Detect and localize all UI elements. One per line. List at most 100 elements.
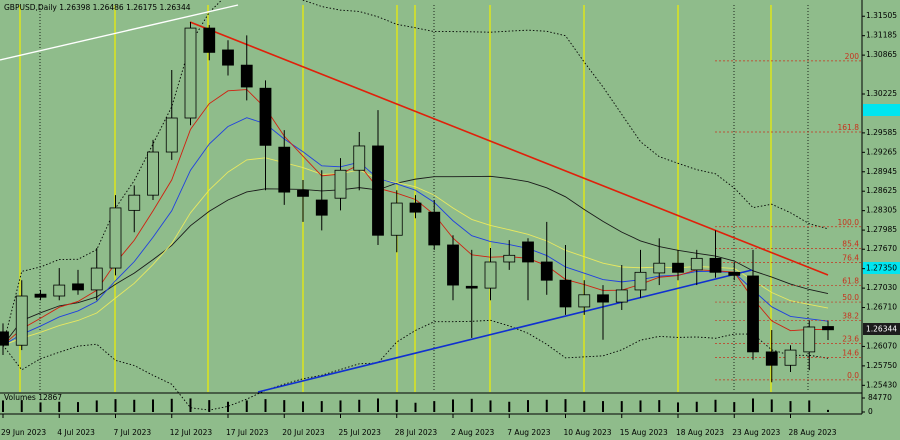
volume-bar bbox=[564, 399, 567, 412]
volume-bar bbox=[733, 402, 736, 412]
candle-body bbox=[522, 241, 534, 263]
y-tick-label: 1.29265 bbox=[866, 147, 897, 156]
y-tick-label: 1.31185 bbox=[866, 31, 897, 40]
candle-body bbox=[34, 293, 47, 298]
candle-body bbox=[203, 27, 216, 53]
moving-average bbox=[2, 157, 829, 346]
volume-bar bbox=[620, 401, 623, 412]
volume-last: 12867 bbox=[38, 393, 62, 402]
volume-bar bbox=[264, 399, 267, 412]
y-tick-label: 1.25430 bbox=[866, 380, 897, 389]
y-tick-label: 1.25750 bbox=[866, 361, 897, 370]
volume-bar bbox=[808, 400, 811, 412]
volume-bar bbox=[133, 399, 136, 412]
candle-body bbox=[822, 326, 834, 331]
x-tick-label: 28 Aug 2023 bbox=[789, 428, 837, 437]
volume-bar bbox=[789, 401, 792, 412]
candle-body bbox=[72, 283, 84, 291]
candle-body bbox=[690, 257, 703, 271]
volume-bar bbox=[358, 399, 361, 412]
volume-bar bbox=[714, 399, 717, 412]
volume-tick-label: 84770 bbox=[868, 393, 892, 402]
candle-body bbox=[428, 211, 441, 246]
moving-average bbox=[2, 175, 829, 346]
low: 1.26175 bbox=[126, 3, 157, 12]
x-tick-label: 18 Aug 2023 bbox=[676, 428, 724, 437]
volume-bar bbox=[527, 400, 529, 412]
fib-label: 61.8 bbox=[842, 277, 859, 286]
y-tick-label: 1.26710 bbox=[866, 303, 897, 312]
volume-bar bbox=[658, 400, 661, 412]
candle-body bbox=[372, 145, 384, 236]
candle-body bbox=[465, 285, 478, 289]
x-tick-label: 28 Jul 2023 bbox=[395, 428, 438, 437]
volume-bar bbox=[677, 402, 679, 412]
volume-bar bbox=[583, 400, 586, 412]
support-trendline bbox=[257, 269, 753, 393]
volume-bar bbox=[770, 399, 773, 412]
y-tick-label: 1.30865 bbox=[866, 50, 897, 59]
volume-title: Volumes 12867 bbox=[4, 393, 62, 402]
candle-body bbox=[503, 254, 516, 263]
x-tick-label: 17 Jul 2023 bbox=[226, 428, 269, 437]
moving-average bbox=[2, 117, 829, 346]
fib-label: 14.6 bbox=[842, 348, 859, 357]
marker-box bbox=[863, 104, 900, 116]
high: 1.26486 bbox=[93, 3, 124, 12]
volume-bar bbox=[114, 399, 117, 412]
candle-body bbox=[784, 349, 797, 366]
volume-bar bbox=[39, 402, 42, 412]
bollinger-upper bbox=[2, 0, 829, 346]
fib-label: 50.0 bbox=[842, 293, 859, 302]
x-tick-label: 10 Aug 2023 bbox=[564, 428, 612, 437]
x-tick-label: 7 Aug 2023 bbox=[507, 428, 550, 437]
volume-bar bbox=[245, 400, 248, 412]
y-tick-label: 1.30225 bbox=[866, 89, 897, 98]
volume-bar bbox=[170, 398, 173, 412]
x-tick-label: 12 Jul 2023 bbox=[170, 428, 213, 437]
volume-bar bbox=[208, 400, 211, 412]
fib-label: 76.4 bbox=[842, 254, 859, 263]
volume-bar bbox=[414, 402, 417, 412]
candle-body bbox=[278, 146, 291, 193]
candle-body bbox=[53, 284, 66, 297]
volume-bar bbox=[545, 399, 548, 412]
candle-body bbox=[578, 294, 591, 308]
x-tick-label: 20 Jul 2023 bbox=[282, 428, 325, 437]
bollinger-lower bbox=[2, 319, 829, 411]
volume-bar bbox=[77, 402, 79, 412]
y-tick-label: 1.27350 bbox=[866, 264, 897, 273]
fib-label: 38.2 bbox=[842, 311, 859, 320]
candle-body bbox=[653, 262, 666, 274]
candle-body bbox=[0, 331, 9, 346]
fib-label: 85.4 bbox=[842, 240, 859, 249]
fib-label: 0.0 bbox=[847, 371, 859, 380]
volume-bar bbox=[283, 400, 286, 412]
close: 1.26344 bbox=[159, 3, 190, 12]
marker-box bbox=[863, 262, 900, 274]
candle-body bbox=[90, 267, 103, 291]
candle-body bbox=[615, 289, 628, 303]
y-tick-label: 1.26070 bbox=[866, 341, 897, 350]
price-box bbox=[863, 323, 900, 335]
channel-line bbox=[0, 4, 239, 61]
candle-body bbox=[747, 275, 759, 353]
candle-body bbox=[709, 257, 722, 273]
candle-body bbox=[559, 279, 572, 308]
volume-bar bbox=[470, 398, 473, 412]
volume-bar bbox=[339, 400, 342, 412]
volume-bar bbox=[2, 400, 4, 412]
volume-bar bbox=[508, 401, 511, 412]
candle-body bbox=[128, 194, 141, 211]
x-tick-label: 23 Aug 2023 bbox=[732, 428, 780, 437]
volume-bar bbox=[395, 399, 398, 412]
volume-bar bbox=[639, 400, 642, 412]
candle-body bbox=[484, 261, 497, 289]
candle-body bbox=[109, 207, 122, 269]
candle-body bbox=[353, 145, 366, 171]
volume-bar bbox=[302, 401, 304, 412]
current-price: 1.26344 bbox=[866, 325, 897, 334]
candle-body bbox=[240, 64, 253, 88]
